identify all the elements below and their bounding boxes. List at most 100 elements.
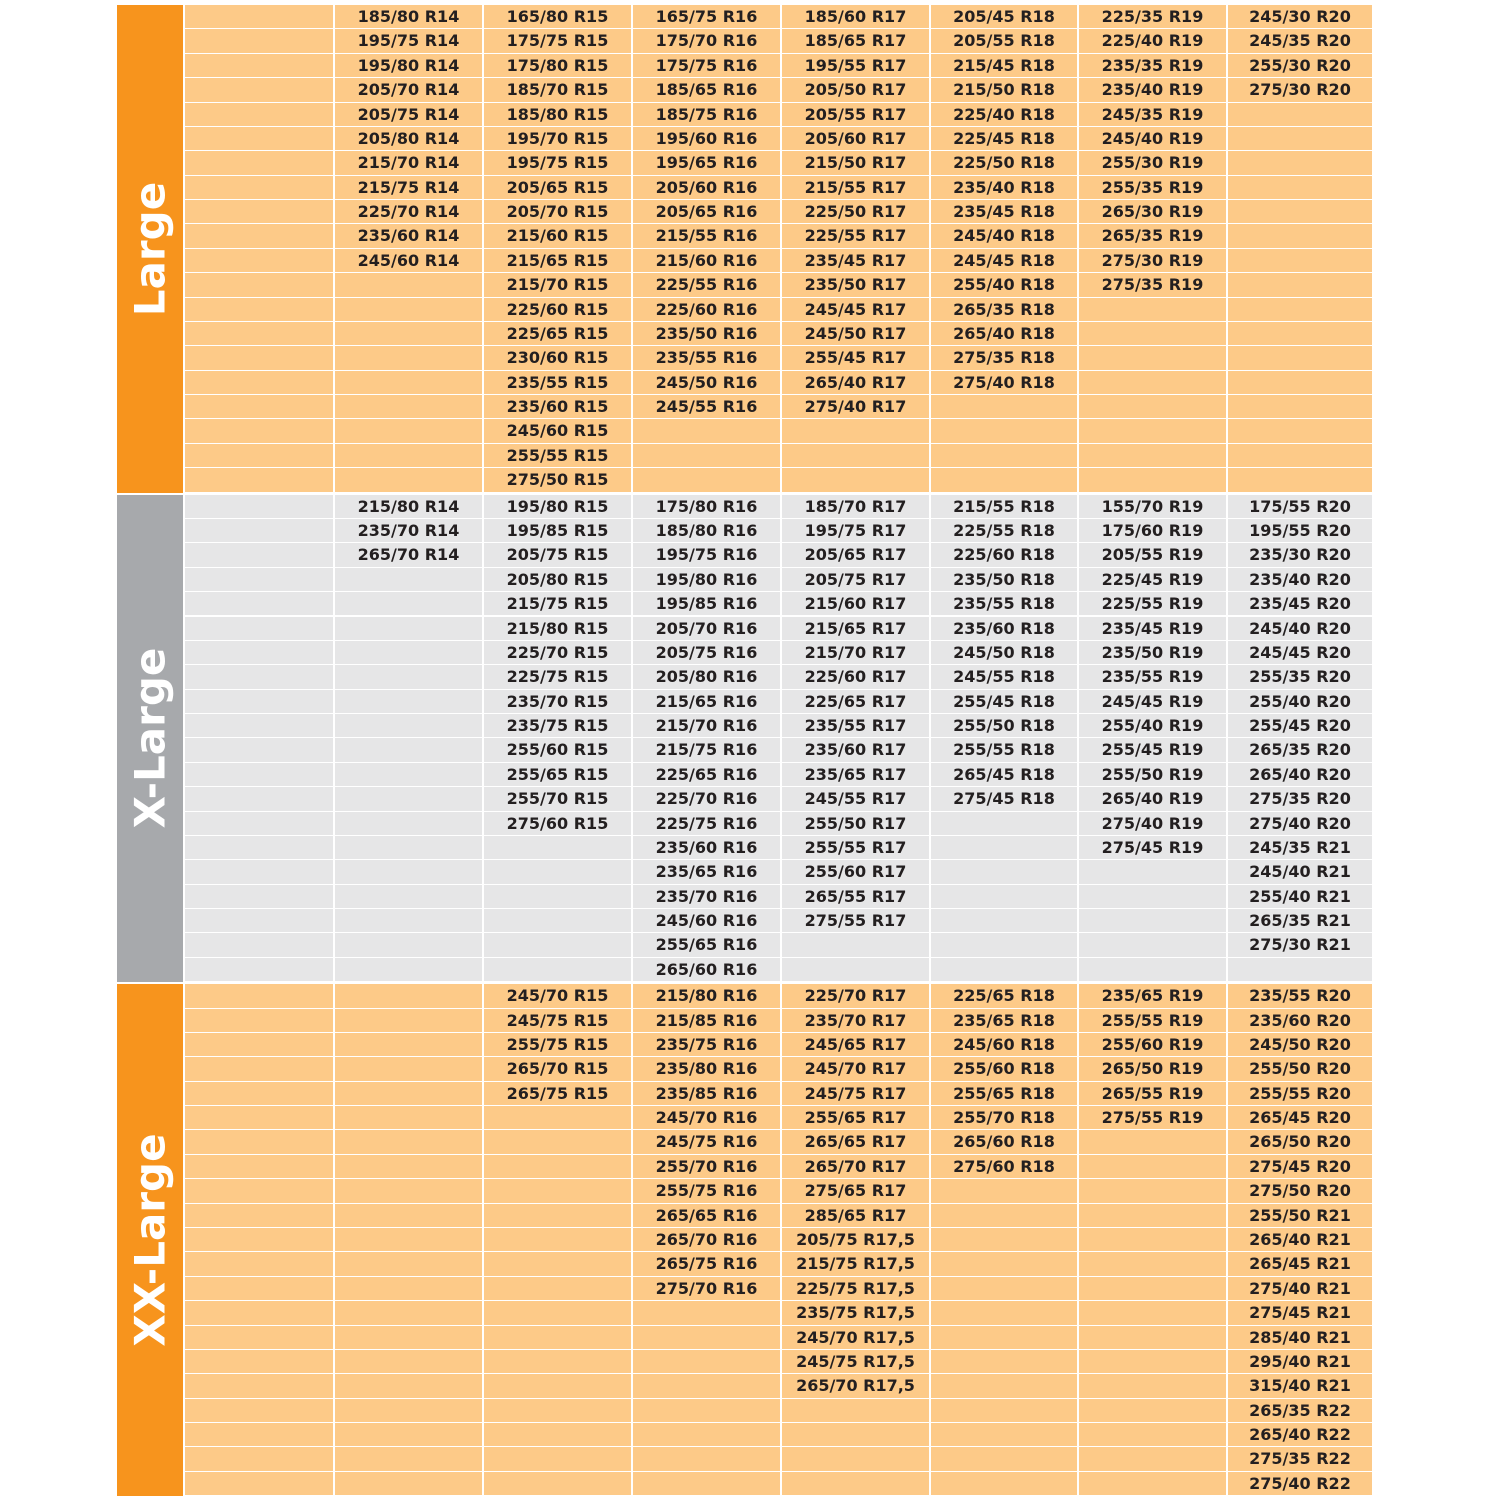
table-cell: 275/35 R18 (931, 346, 1077, 370)
table-cell (1079, 370, 1226, 395)
table-cell: 195/75 R16 (633, 543, 780, 567)
table-cell (335, 835, 482, 860)
table-cell (185, 1008, 333, 1032)
table-cell (1079, 1349, 1226, 1374)
table-cell (1228, 151, 1372, 175)
table-cell: 255/40 R20 (1228, 689, 1372, 713)
table-cell: 275/30 R21 (1228, 933, 1372, 957)
table-cell (185, 933, 333, 957)
table-cell (931, 395, 1077, 419)
table-cell (1228, 102, 1372, 126)
table-cell (1079, 1398, 1226, 1423)
table-cell: 255/60 R19 (1079, 1032, 1226, 1057)
table-cell: 215/75 R15 (484, 592, 631, 616)
table-cell (1228, 443, 1372, 468)
table-cell: 195/80 R14 (335, 53, 482, 78)
table-cell: 235/60 R20 (1228, 1008, 1372, 1032)
table-cell (1228, 224, 1372, 248)
table-cell: 225/50 R17 (782, 200, 929, 224)
table-cell (335, 1276, 482, 1301)
table-cell: 245/50 R16 (633, 370, 780, 395)
table-cell (335, 370, 482, 395)
table-cell (335, 1203, 482, 1227)
table-cell: 225/65 R15 (484, 321, 631, 346)
table-cell (484, 1179, 631, 1203)
table-cell: 175/70 R16 (633, 29, 780, 53)
table-cell (1079, 346, 1226, 370)
table-cell: 245/60 R14 (335, 248, 482, 273)
table-cell: 215/85 R16 (633, 1008, 780, 1032)
table-cell: 225/75 R15 (484, 665, 631, 689)
table-cell (1228, 395, 1372, 419)
table-cell: 275/40 R22 (1228, 1471, 1372, 1496)
table-cell: 185/65 R17 (782, 29, 929, 53)
table-cell (931, 1471, 1077, 1496)
table-cell (1228, 419, 1372, 443)
table-cell (335, 592, 482, 616)
table-cell (185, 29, 333, 53)
table-cell: 235/85 R16 (633, 1081, 780, 1106)
table-cell (335, 640, 482, 665)
table-cell: 215/65 R15 (484, 248, 631, 273)
table-cell (782, 1447, 929, 1471)
table-cell (1228, 346, 1372, 370)
table-cell (335, 1154, 482, 1179)
table-cell: 255/60 R17 (782, 860, 929, 884)
table-cell: 195/85 R15 (484, 518, 631, 543)
table-cell (185, 78, 333, 102)
table-cell (185, 102, 333, 126)
table-cell (335, 297, 482, 321)
table-cell (185, 468, 333, 492)
table-cell (185, 1154, 333, 1179)
table-cell: 265/40 R17 (782, 370, 929, 395)
table-cell (1228, 200, 1372, 224)
table-cell: 235/65 R18 (931, 1008, 1077, 1032)
table-cell (1228, 126, 1372, 151)
table-cell: 275/60 R18 (931, 1154, 1077, 1179)
table-cell: 185/80 R15 (484, 102, 631, 126)
table-cell: 225/45 R19 (1079, 567, 1226, 592)
table-cell (185, 200, 333, 224)
table-cell (484, 1252, 631, 1276)
table-cell: 275/45 R18 (931, 787, 1077, 811)
table-cell: 265/65 R16 (633, 1203, 780, 1227)
table-cell: 165/80 R15 (484, 5, 631, 29)
table-cell (484, 1349, 631, 1374)
table-cell: 205/70 R15 (484, 200, 631, 224)
table-cell (185, 370, 333, 395)
table-cell: 315/40 R21 (1228, 1374, 1372, 1398)
table-cell (633, 1325, 780, 1349)
table-cell: 265/55 R17 (782, 884, 929, 909)
table-cell: 255/70 R16 (633, 1154, 780, 1179)
table-cell: 265/35 R19 (1079, 224, 1226, 248)
table-cell (484, 1398, 631, 1423)
table-cell: 205/55 R18 (931, 29, 1077, 53)
table-cell (335, 1008, 482, 1032)
table-cell (1228, 957, 1372, 982)
table-cell: 235/50 R16 (633, 321, 780, 346)
table-cell: 245/75 R15 (484, 1008, 631, 1032)
table-cell: 235/55 R16 (633, 346, 780, 370)
table-cell: 205/60 R17 (782, 126, 929, 151)
table-cell (335, 689, 482, 713)
table-cell: 225/60 R17 (782, 665, 929, 689)
table-cell (782, 1471, 929, 1496)
table-cell: 225/75 R17,5 (782, 1276, 929, 1301)
table-cell: 225/55 R16 (633, 273, 780, 297)
table-cell (335, 1032, 482, 1057)
table-cell (335, 1374, 482, 1398)
table-cell (1079, 1447, 1226, 1471)
table-cell: 215/70 R15 (484, 273, 631, 297)
table-cell (931, 1203, 1077, 1227)
table-cell (931, 835, 1077, 860)
table-cell: 245/75 R16 (633, 1130, 780, 1154)
table-cell: 265/75 R16 (633, 1252, 780, 1276)
table-cell: 235/45 R19 (1079, 616, 1226, 640)
table-cell: 185/60 R17 (782, 5, 929, 29)
table-cell: 265/70 R16 (633, 1228, 780, 1252)
table-cell: 235/30 R20 (1228, 543, 1372, 567)
table-cell: 265/40 R21 (1228, 1228, 1372, 1252)
table-cell (931, 884, 1077, 909)
table-cell (931, 860, 1077, 884)
table-cell (1079, 1423, 1226, 1447)
